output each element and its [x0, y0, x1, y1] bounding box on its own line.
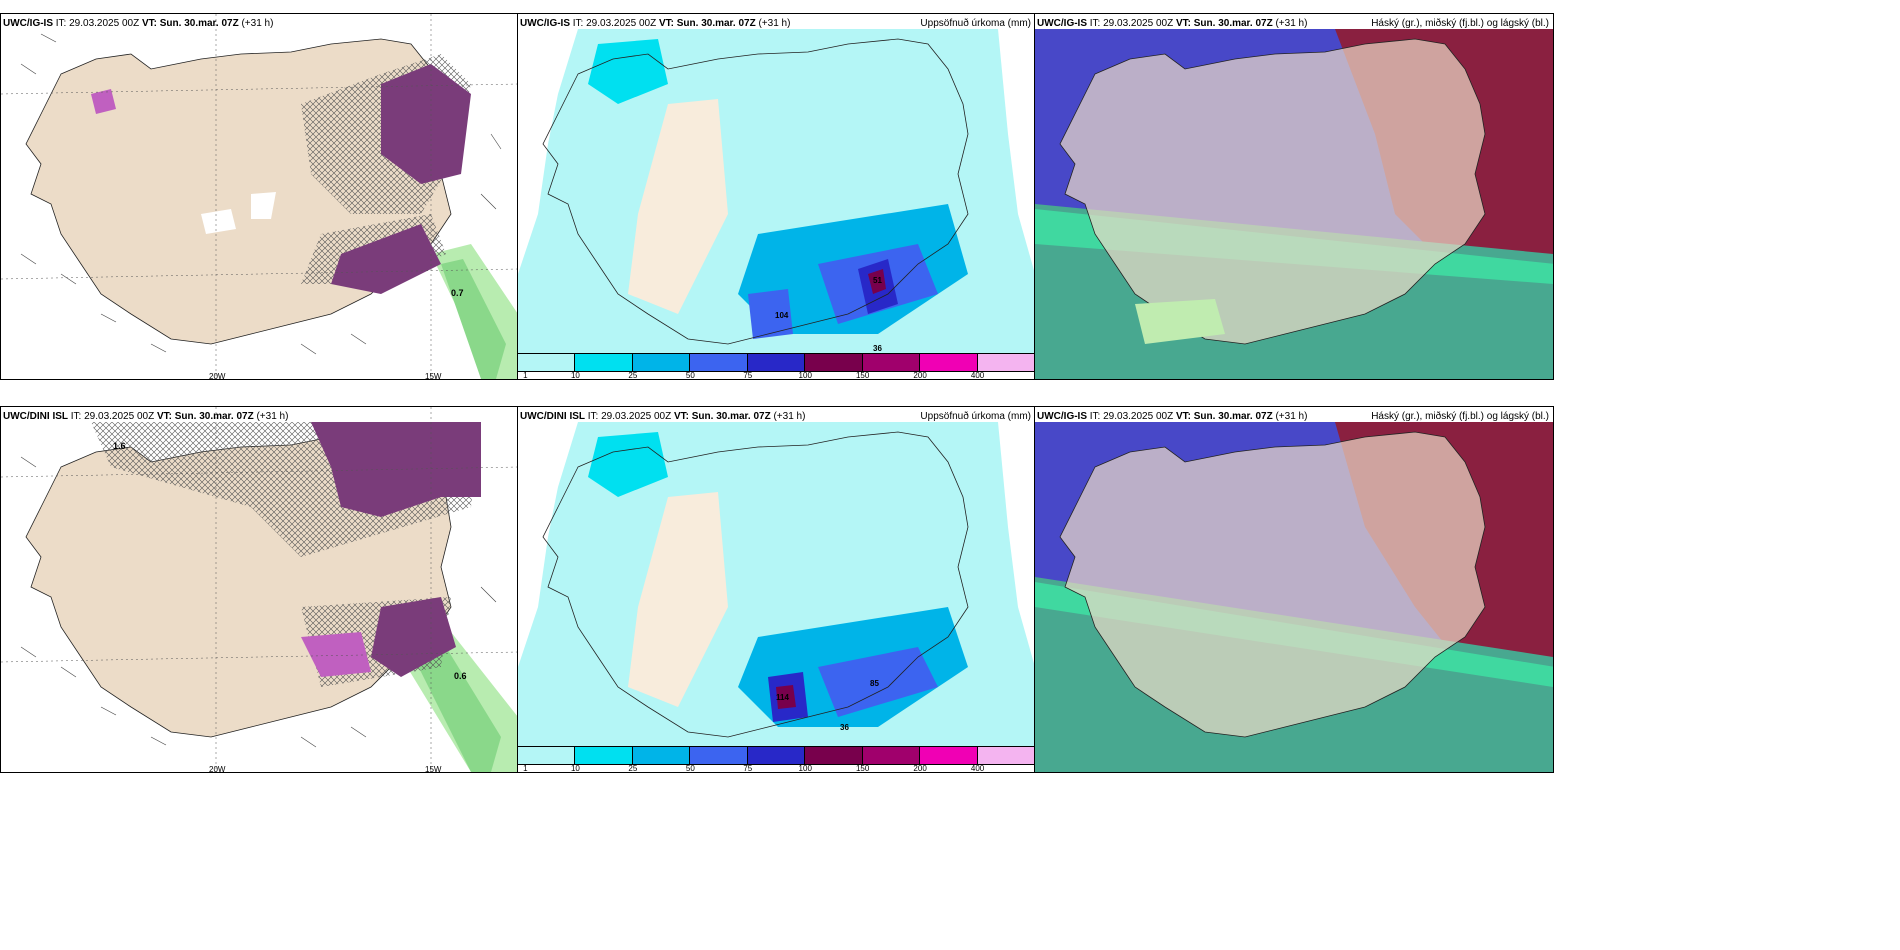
legend-swatch — [518, 747, 576, 764]
value-label: 114 — [776, 693, 789, 702]
legend-label: 10 — [570, 371, 580, 380]
panel-top-left-map: UWC/IG-IS IT: 29.03.2025 00Z VT: Sun. 30… — [0, 13, 519, 380]
panel-top-right-map: UWC/IG-IS IT: 29.03.2025 00Z VT: Sun. 30… — [1034, 13, 1554, 380]
value-label: 36 — [840, 723, 849, 732]
lon-label-20w: 20W — [209, 765, 226, 773]
legend-label: 100 — [798, 764, 812, 773]
panel-header: UWC/DINI ISL IT: 29.03.2025 00Z VT: Sun.… — [520, 411, 806, 422]
legend-swatch — [747, 354, 806, 371]
iceland-land — [1059, 431, 1486, 738]
precip-cell — [381, 64, 471, 184]
map-canvas — [1035, 29, 1553, 379]
legend-swatch — [862, 354, 921, 371]
legend-label: 50 — [685, 371, 695, 380]
legend-swatch — [575, 354, 633, 371]
value-label: 51 — [873, 276, 882, 285]
legend-swatch — [632, 747, 691, 764]
legend-label: 75 — [743, 764, 753, 773]
map-canvas — [518, 422, 1035, 747]
iceland-outline — [542, 431, 969, 738]
legend-swatch — [747, 747, 806, 764]
legend-label: 1 — [523, 371, 528, 380]
legend-label: 200 — [913, 371, 927, 380]
iceland-land — [1059, 38, 1486, 345]
value-label: 0.7 — [451, 288, 464, 298]
legend-label: 400 — [970, 764, 985, 773]
map-canvas — [518, 29, 1035, 354]
panel-header: UWC/IG-IS IT: 29.03.2025 00Z VT: Sun. 30… — [1037, 18, 1308, 29]
legend-swatch — [805, 354, 863, 371]
lon-label-15w: 15W — [425, 372, 442, 380]
wind-barb-icon — [20, 456, 497, 748]
legend-swatch — [690, 354, 748, 371]
legend-swatch — [690, 747, 748, 764]
panel-header: UWC/DINI ISL IT: 29.03.2025 00Z VT: Sun.… — [3, 411, 289, 422]
legend-swatch — [977, 747, 1035, 764]
legend-label: 25 — [628, 371, 638, 380]
panel-bottom-mid-map: UWC/DINI ISL IT: 29.03.2025 00Z VT: Sun.… — [517, 406, 1036, 773]
legend-label: 25 — [628, 764, 638, 773]
legend-label: 75 — [743, 371, 753, 380]
legend-swatch — [805, 747, 863, 764]
legend-swatch — [977, 354, 1035, 371]
legend-label: 200 — [913, 764, 927, 773]
lon-label-15w: 15W — [425, 765, 442, 773]
legend-swatch — [920, 354, 978, 371]
legend-label: 150 — [855, 764, 870, 773]
legend-label: 100 — [798, 371, 812, 380]
value-label: 1.6 — [113, 441, 126, 451]
panel-header: UWC/IG-IS IT: 29.03.2025 00Z VT: Sun. 30… — [1037, 411, 1308, 422]
wind-barb-icon — [20, 33, 502, 355]
value-label: 85 — [870, 679, 879, 688]
panel-title: Háský (gr.), miðský (fj.bl.) og lágský (… — [1371, 18, 1549, 29]
precip-legend: 1 10 25 50 75 100 150 200 400 — [518, 353, 1035, 379]
legend-label: 1 — [523, 764, 528, 773]
legend-swatch — [575, 747, 633, 764]
precip-legend: 1 10 25 50 75 100 150 200 400 — [518, 746, 1035, 772]
legend-label: 400 — [970, 371, 985, 380]
legend-swatch — [518, 354, 576, 371]
iceland-outline — [542, 38, 969, 345]
panel-header: UWC/IG-IS IT: 29.03.2025 00Z VT: Sun. 30… — [3, 18, 274, 29]
value-label: 36 — [873, 344, 882, 353]
legend-swatch — [632, 354, 691, 371]
panel-bottom-right-map: UWC/IG-IS IT: 29.03.2025 00Z VT: Sun. 30… — [1034, 406, 1554, 773]
map-canvas — [1, 407, 518, 772]
map-canvas — [1035, 422, 1553, 772]
map-canvas — [1, 14, 518, 379]
legend-swatch — [862, 747, 921, 764]
panel-top-mid-map: UWC/IG-IS IT: 29.03.2025 00Z VT: Sun. 30… — [517, 13, 1036, 380]
panel-bottom-left-map: UWC/DINI ISL IT: 29.03.2025 00Z VT: Sun.… — [0, 406, 519, 773]
panel-title: Uppsöfnuð úrkoma (mm) — [920, 18, 1031, 29]
panel-title: Uppsöfnuð úrkoma (mm) — [920, 411, 1031, 422]
value-label: 0.2 — [466, 36, 479, 46]
value-label: 104 — [775, 311, 789, 320]
value-label: 0.6 — [454, 671, 467, 681]
legend-label: 10 — [570, 764, 580, 773]
lon-label-20w: 20W — [209, 372, 226, 380]
legend-swatch — [920, 747, 978, 764]
legend-label: 150 — [855, 371, 870, 380]
panel-title: Háský (gr.), miðský (fj.bl.) og lágský (… — [1371, 411, 1549, 422]
panel-header: UWC/IG-IS IT: 29.03.2025 00Z VT: Sun. 30… — [520, 18, 791, 29]
legend-label: 50 — [685, 764, 695, 773]
